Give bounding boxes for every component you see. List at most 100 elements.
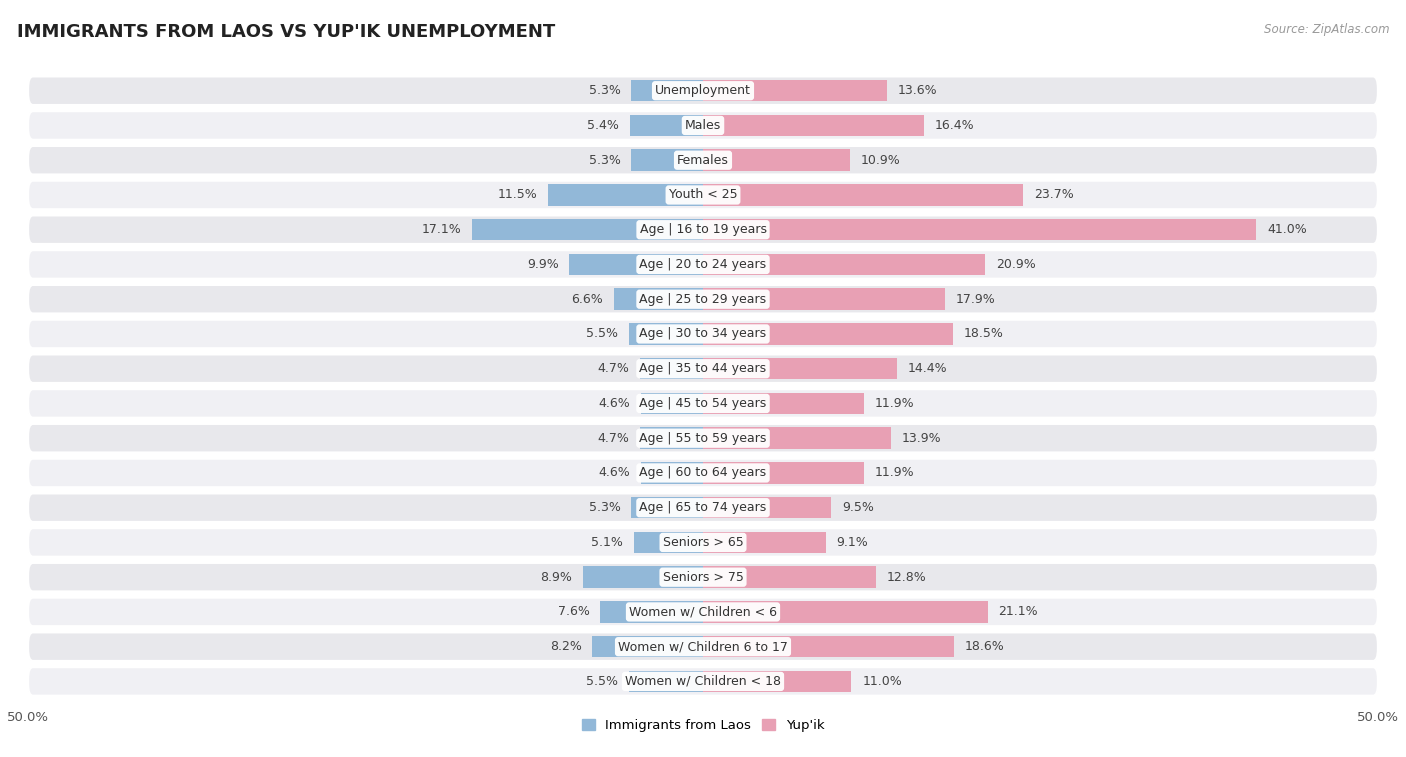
Bar xyxy=(548,184,703,206)
Text: Age | 55 to 59 years: Age | 55 to 59 years xyxy=(640,431,766,444)
Bar xyxy=(703,566,876,588)
Text: 11.9%: 11.9% xyxy=(875,397,914,410)
Text: Age | 30 to 34 years: Age | 30 to 34 years xyxy=(640,328,766,341)
Text: Age | 60 to 64 years: Age | 60 to 64 years xyxy=(640,466,766,479)
Text: 14.4%: 14.4% xyxy=(908,362,948,375)
Bar xyxy=(630,115,703,136)
Text: Age | 25 to 29 years: Age | 25 to 29 years xyxy=(640,293,766,306)
Legend: Immigrants from Laos, Yup'ik: Immigrants from Laos, Yup'ik xyxy=(582,719,824,732)
Bar xyxy=(641,393,703,414)
Bar xyxy=(592,636,703,657)
Text: 23.7%: 23.7% xyxy=(1033,188,1073,201)
Text: Age | 16 to 19 years: Age | 16 to 19 years xyxy=(640,223,766,236)
FancyBboxPatch shape xyxy=(28,528,1378,556)
Text: 9.5%: 9.5% xyxy=(842,501,875,514)
Text: Women w/ Children 6 to 17: Women w/ Children 6 to 17 xyxy=(619,640,787,653)
Text: 5.3%: 5.3% xyxy=(589,154,620,167)
Bar xyxy=(703,149,851,171)
Text: Women w/ Children < 18: Women w/ Children < 18 xyxy=(626,675,780,688)
Text: 7.6%: 7.6% xyxy=(558,606,589,618)
Text: Seniors > 75: Seniors > 75 xyxy=(662,571,744,584)
Text: Seniors > 65: Seniors > 65 xyxy=(662,536,744,549)
Bar xyxy=(583,566,703,588)
FancyBboxPatch shape xyxy=(28,389,1378,418)
Bar xyxy=(703,80,887,101)
Bar xyxy=(600,601,703,623)
Text: 4.6%: 4.6% xyxy=(599,397,630,410)
Text: Females: Females xyxy=(678,154,728,167)
Text: 4.6%: 4.6% xyxy=(599,466,630,479)
Bar xyxy=(703,463,863,484)
Text: Age | 35 to 44 years: Age | 35 to 44 years xyxy=(640,362,766,375)
FancyBboxPatch shape xyxy=(28,632,1378,661)
Bar xyxy=(703,636,955,657)
Text: 5.5%: 5.5% xyxy=(586,328,619,341)
Text: Age | 45 to 54 years: Age | 45 to 54 years xyxy=(640,397,766,410)
Bar xyxy=(703,323,953,344)
Bar xyxy=(703,115,924,136)
Bar xyxy=(631,80,703,101)
Text: 9.9%: 9.9% xyxy=(527,258,558,271)
Text: 4.7%: 4.7% xyxy=(598,362,628,375)
Bar xyxy=(628,323,703,344)
Bar xyxy=(614,288,703,310)
Bar xyxy=(703,184,1024,206)
Text: 5.3%: 5.3% xyxy=(589,84,620,97)
Bar xyxy=(472,219,703,241)
Bar xyxy=(703,601,988,623)
Text: Age | 65 to 74 years: Age | 65 to 74 years xyxy=(640,501,766,514)
Text: 11.9%: 11.9% xyxy=(875,466,914,479)
Bar xyxy=(631,149,703,171)
Bar xyxy=(628,671,703,692)
Bar xyxy=(703,358,897,379)
Text: Males: Males xyxy=(685,119,721,132)
Text: 18.5%: 18.5% xyxy=(963,328,1004,341)
FancyBboxPatch shape xyxy=(28,459,1378,488)
Bar xyxy=(631,497,703,519)
FancyBboxPatch shape xyxy=(28,181,1378,209)
Text: 11.5%: 11.5% xyxy=(498,188,537,201)
Text: 21.1%: 21.1% xyxy=(998,606,1038,618)
Text: Youth < 25: Youth < 25 xyxy=(669,188,737,201)
Text: Unemployment: Unemployment xyxy=(655,84,751,97)
FancyBboxPatch shape xyxy=(28,598,1378,626)
FancyBboxPatch shape xyxy=(28,563,1378,591)
Text: 8.2%: 8.2% xyxy=(550,640,582,653)
Text: 41.0%: 41.0% xyxy=(1267,223,1308,236)
FancyBboxPatch shape xyxy=(28,494,1378,522)
Bar xyxy=(640,358,703,379)
Bar xyxy=(703,288,945,310)
FancyBboxPatch shape xyxy=(28,76,1378,105)
FancyBboxPatch shape xyxy=(28,111,1378,140)
FancyBboxPatch shape xyxy=(28,424,1378,453)
Bar xyxy=(703,393,863,414)
FancyBboxPatch shape xyxy=(28,216,1378,244)
Text: 18.6%: 18.6% xyxy=(965,640,1005,653)
Text: 13.6%: 13.6% xyxy=(897,84,936,97)
FancyBboxPatch shape xyxy=(28,667,1378,696)
Bar xyxy=(634,531,703,553)
Bar xyxy=(703,254,986,276)
Text: 10.9%: 10.9% xyxy=(860,154,901,167)
Bar xyxy=(703,531,825,553)
Text: 17.9%: 17.9% xyxy=(956,293,995,306)
FancyBboxPatch shape xyxy=(28,319,1378,348)
Bar xyxy=(703,219,1257,241)
Bar xyxy=(703,671,852,692)
Text: 8.9%: 8.9% xyxy=(540,571,572,584)
Text: 17.1%: 17.1% xyxy=(422,223,461,236)
FancyBboxPatch shape xyxy=(28,251,1378,279)
Text: 5.5%: 5.5% xyxy=(586,675,619,688)
FancyBboxPatch shape xyxy=(28,354,1378,383)
Text: Source: ZipAtlas.com: Source: ZipAtlas.com xyxy=(1264,23,1389,36)
Bar xyxy=(703,497,831,519)
Text: 13.9%: 13.9% xyxy=(901,431,941,444)
Text: 12.8%: 12.8% xyxy=(887,571,927,584)
Text: Women w/ Children < 6: Women w/ Children < 6 xyxy=(628,606,778,618)
Text: 4.7%: 4.7% xyxy=(598,431,628,444)
Text: 5.1%: 5.1% xyxy=(592,536,623,549)
Text: 5.4%: 5.4% xyxy=(588,119,619,132)
Text: 16.4%: 16.4% xyxy=(935,119,974,132)
Text: Age | 20 to 24 years: Age | 20 to 24 years xyxy=(640,258,766,271)
Text: IMMIGRANTS FROM LAOS VS YUP'IK UNEMPLOYMENT: IMMIGRANTS FROM LAOS VS YUP'IK UNEMPLOYM… xyxy=(17,23,555,41)
